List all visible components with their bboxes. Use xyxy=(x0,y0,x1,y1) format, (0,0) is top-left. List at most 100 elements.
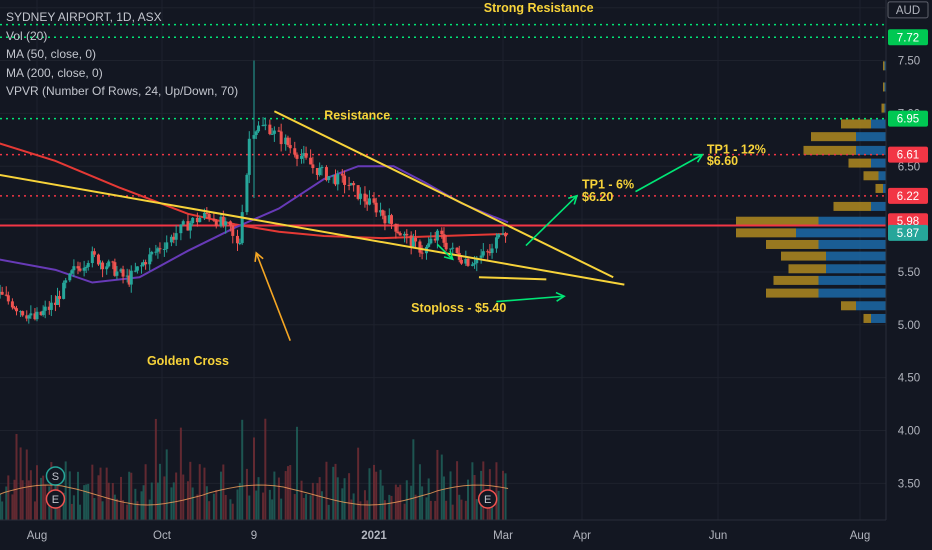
candle-body xyxy=(247,138,251,175)
candle-body xyxy=(320,167,324,169)
candle-body xyxy=(257,125,261,132)
candle-body xyxy=(158,248,162,250)
volume-bar xyxy=(381,485,384,520)
event-marker xyxy=(45,466,66,486)
candle-body xyxy=(372,198,376,203)
volume-bar xyxy=(238,482,241,520)
candle-body xyxy=(263,124,267,126)
candle-body xyxy=(64,280,68,283)
annotation-arrowhead xyxy=(693,153,704,163)
annotation-label: TP1 - 6% xyxy=(582,177,634,191)
price-axis-tick-label: 3.50 xyxy=(898,478,920,490)
candle-body xyxy=(191,217,195,224)
price-axis-tick-label: 4.00 xyxy=(898,426,920,438)
candle-body xyxy=(409,235,413,247)
vpvr-bar-up xyxy=(883,82,885,92)
vpvr-bar-down xyxy=(796,228,886,238)
volume-bar xyxy=(165,449,168,520)
volume-bar xyxy=(332,466,335,520)
candle-body xyxy=(90,251,94,264)
legend-vpvr[interactable]: VPVR (Number Of Rows, 24, Up/Down, 70) xyxy=(6,84,239,98)
candle-body xyxy=(35,311,39,320)
candle-body xyxy=(150,251,154,255)
legend-symbol[interactable]: SYDNEY AIRPORT, 1D, ASX xyxy=(6,10,162,24)
candle-body xyxy=(107,261,111,267)
volume-bar xyxy=(29,470,32,520)
volume-bar xyxy=(122,500,125,520)
legend-ma50[interactable]: MA (50, close, 0) xyxy=(6,47,97,61)
candle-body xyxy=(327,176,331,181)
volume-bar xyxy=(231,503,234,520)
vpvr-bar-down xyxy=(818,275,886,285)
legend-volume[interactable]: Vol (20) xyxy=(6,28,48,43)
volume-bar xyxy=(72,495,75,520)
volume-ma-line xyxy=(0,484,509,506)
candle-body xyxy=(15,308,19,312)
candle-body xyxy=(358,193,362,199)
volume-bar xyxy=(156,482,159,520)
candle-body xyxy=(142,262,146,266)
vpvr-bar-down xyxy=(856,132,886,142)
annotation-label: $6.20 xyxy=(582,190,613,204)
volume-bar xyxy=(70,503,73,520)
candle-body xyxy=(455,247,459,254)
candle-body xyxy=(219,216,223,227)
candle-body xyxy=(288,145,292,149)
volume-bar xyxy=(79,504,82,520)
volume-bar xyxy=(107,482,110,520)
vpvr-bar-down xyxy=(871,158,886,168)
volume-bar xyxy=(219,471,222,520)
volume-bar xyxy=(172,482,175,520)
trendline xyxy=(0,174,625,286)
annotation-arrowhead xyxy=(254,251,264,262)
volume-bar xyxy=(375,471,378,520)
candle-body xyxy=(198,217,202,223)
candle-body xyxy=(501,233,505,235)
candle-body xyxy=(334,175,338,185)
volume-bar xyxy=(467,479,470,520)
candle-body xyxy=(169,236,173,243)
time-axis-tick-label: 2021 xyxy=(361,530,387,542)
volume-bar xyxy=(27,480,30,520)
volume-bar xyxy=(150,482,153,520)
volume-bar xyxy=(158,463,161,520)
volume-bar xyxy=(348,473,351,520)
annotation-arrowhead xyxy=(568,194,579,205)
annotation-label: Stoploss - $5.40 xyxy=(411,301,506,315)
volume-bar xyxy=(316,483,319,520)
candle-body xyxy=(4,294,8,296)
vpvr-bar-up xyxy=(781,251,826,261)
price-axis-badge xyxy=(888,146,928,163)
vpvr-bar-up xyxy=(833,201,871,211)
volume-bar xyxy=(388,494,391,520)
volume-bar xyxy=(68,471,71,520)
legend-ma200[interactable]: MA (200, close, 0) xyxy=(6,65,103,80)
candle-body xyxy=(405,233,409,236)
candle-body xyxy=(119,269,123,272)
vpvr-bar-down xyxy=(871,313,886,323)
vpvr-bar-up xyxy=(788,264,826,274)
vpvr-bar-up xyxy=(811,132,856,142)
volume-bar xyxy=(253,437,255,520)
volume-bar xyxy=(300,480,303,520)
candle-body xyxy=(186,221,190,231)
candle-body xyxy=(336,173,340,185)
volume-bar xyxy=(264,418,267,520)
candle-body xyxy=(10,301,14,308)
volume-bar xyxy=(318,477,321,520)
volume-bar xyxy=(126,504,129,520)
candle-body xyxy=(300,155,304,159)
volume-bar xyxy=(456,461,459,520)
candle-body xyxy=(381,210,385,216)
candle-body xyxy=(212,218,216,221)
volume-bar xyxy=(473,475,476,520)
candle-body xyxy=(504,233,508,237)
candle-body xyxy=(475,257,479,264)
volume-bar xyxy=(399,484,402,520)
candle-body xyxy=(101,262,105,270)
candle-body xyxy=(162,248,166,250)
vpvr-bar-up xyxy=(883,61,885,71)
vpvr-bar-up xyxy=(736,228,796,238)
